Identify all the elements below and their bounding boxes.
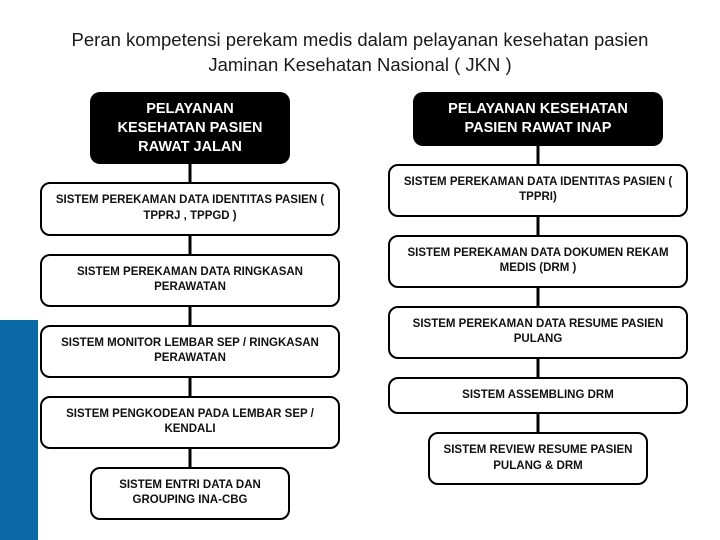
header-rawat-inap: PELAYANAN KESEHATAN PASIEN RAWAT INAP — [413, 92, 663, 146]
right-item-2: SISTEM PEREKAMAN DATA DOKUMEN REKAM MEDI… — [388, 235, 688, 288]
left-item-1: SISTEM PEREKAMAN DATA IDENTITAS PASIEN (… — [40, 182, 340, 235]
left-item-2: SISTEM PEREKAMAN DATA RINGKASAN PERAWATA… — [40, 254, 340, 307]
right-item-5: SISTEM REVIEW RESUME PASIEN PULANG & DRM — [428, 432, 648, 485]
right-item-3: SISTEM PEREKAMAN DATA RESUME PASIEN PULA… — [388, 306, 688, 359]
column-rawat-inap: PELAYANAN KESEHATAN PASIEN RAWAT INAP SI… — [388, 92, 688, 520]
right-item-4: SISTEM ASSEMBLING DRM — [388, 377, 688, 415]
page-title: Peran kompetensi perekam medis dalam pel… — [0, 0, 720, 92]
column-rawat-jalan: PELAYANAN KESEHATAN PASIEN RAWAT JALAN S… — [40, 92, 340, 520]
header-rawat-jalan: PELAYANAN KESEHATAN PASIEN RAWAT JALAN — [90, 92, 290, 165]
left-item-4: SISTEM PENGKODEAN PADA LEMBAR SEP / KEND… — [40, 396, 340, 449]
right-item-1: SISTEM PEREKAMAN DATA IDENTITAS PASIEN (… — [388, 164, 688, 217]
left-item-3: SISTEM MONITOR LEMBAR SEP / RINGKASAN PE… — [40, 325, 340, 378]
diagram-columns: PELAYANAN KESEHATAN PASIEN RAWAT JALAN S… — [0, 92, 720, 520]
title-line-2: Jaminan Kesehatan Nasional ( JKN ) — [20, 53, 700, 78]
accent-bar — [0, 320, 38, 540]
left-item-5: SISTEM ENTRI DATA DAN GROUPING INA-CBG — [90, 467, 290, 520]
title-line-1: Peran kompetensi perekam medis dalam pel… — [20, 28, 700, 53]
